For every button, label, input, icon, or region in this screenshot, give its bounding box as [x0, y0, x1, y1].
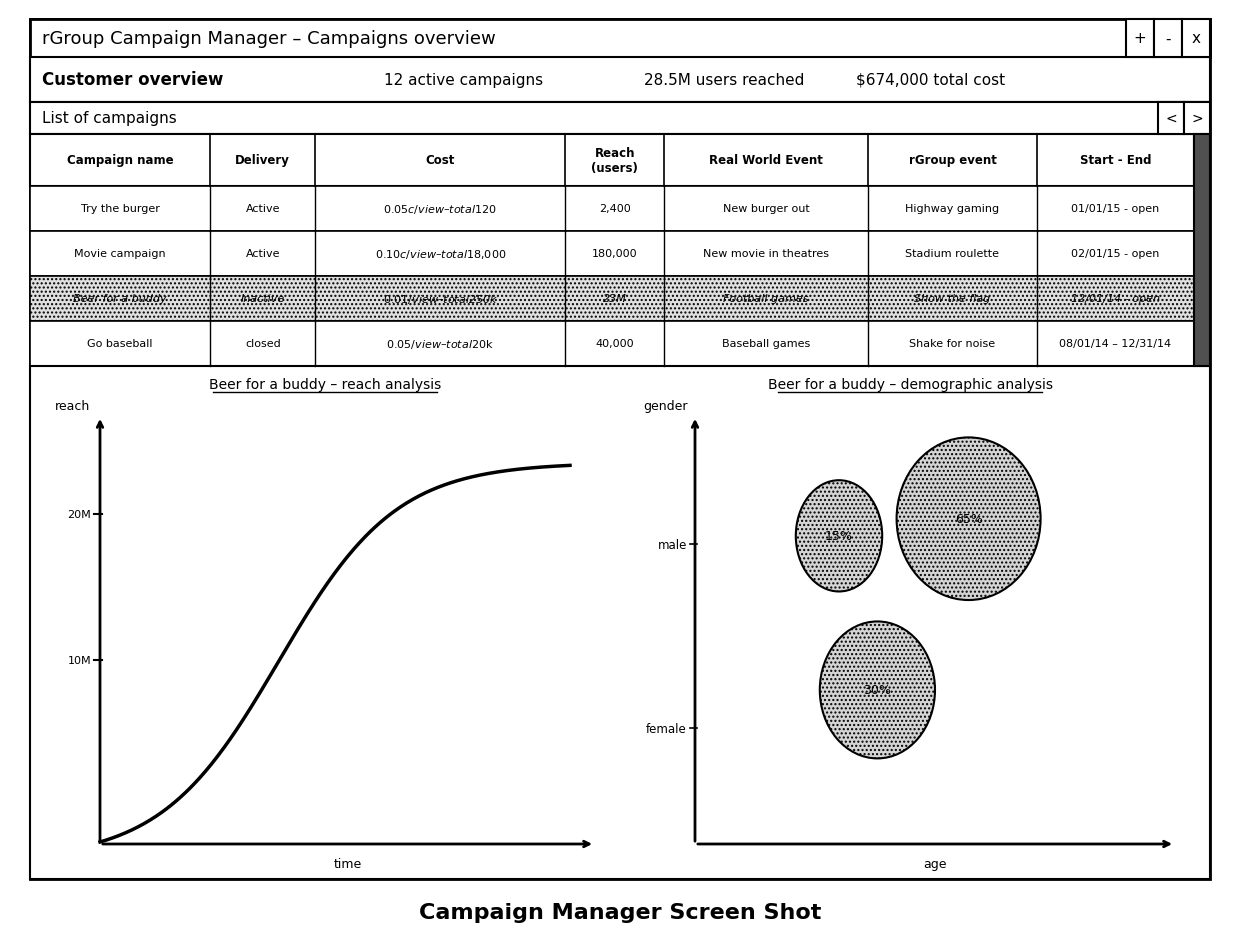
Text: 180,000: 180,000	[591, 249, 637, 260]
Bar	[30, 187, 1194, 232]
Text: Delivery: Delivery	[236, 154, 290, 167]
Text: $0.01/view – total $250k: $0.01/view – total $250k	[383, 293, 498, 306]
Text: New movie in theatres: New movie in theatres	[703, 249, 830, 260]
Text: $0.05/view – total $20k: $0.05/view – total $20k	[387, 338, 495, 350]
Text: 2,400: 2,400	[599, 204, 631, 214]
Text: gender: gender	[644, 400, 687, 413]
Text: Active: Active	[246, 204, 280, 214]
Text: closed: closed	[246, 339, 280, 349]
Text: $674,000 total cost: $674,000 total cost	[856, 73, 1006, 88]
Text: x: x	[1192, 31, 1200, 46]
Bar	[30, 20, 1210, 58]
Text: time: time	[334, 857, 362, 870]
Text: +: +	[1133, 31, 1146, 46]
Text: rGroup event: rGroup event	[909, 154, 997, 167]
Ellipse shape	[820, 622, 935, 759]
Text: Campaign name: Campaign name	[67, 154, 174, 167]
Text: Highway gaming: Highway gaming	[905, 204, 999, 214]
Text: Stadium roulette: Stadium roulette	[905, 249, 999, 260]
Text: Football games: Football games	[723, 295, 808, 304]
Ellipse shape	[796, 480, 882, 592]
Text: Beer for a buddy – reach analysis: Beer for a buddy – reach analysis	[208, 378, 441, 392]
Bar	[1184, 103, 1210, 135]
Text: 12/01/14 - open: 12/01/14 - open	[1071, 295, 1159, 304]
Bar	[1154, 20, 1182, 58]
Text: 10M: 10M	[67, 655, 91, 666]
Text: Try the burger: Try the burger	[81, 204, 160, 214]
Text: male: male	[657, 538, 687, 551]
Text: reach: reach	[55, 400, 91, 413]
Text: 02/01/15 - open: 02/01/15 - open	[1071, 249, 1159, 260]
Text: Baseball games: Baseball games	[722, 339, 811, 349]
Text: Active: Active	[246, 249, 280, 260]
Text: Beer for a buddy – demographic analysis: Beer for a buddy – demographic analysis	[768, 378, 1053, 392]
Bar	[30, 58, 1210, 103]
Text: 30%: 30%	[863, 683, 892, 697]
Text: -: -	[1166, 31, 1171, 46]
Bar	[30, 277, 1194, 322]
Text: female: female	[646, 722, 687, 735]
Text: rGroup Campaign Manager – Campaigns overview: rGroup Campaign Manager – Campaigns over…	[42, 30, 496, 48]
Text: 65%: 65%	[955, 513, 982, 526]
Text: Customer overview: Customer overview	[42, 72, 223, 90]
Text: Show the flag: Show the flag	[914, 295, 991, 304]
Text: Movie campaign: Movie campaign	[74, 249, 166, 260]
Text: 08/01/14 – 12/31/14: 08/01/14 – 12/31/14	[1059, 339, 1172, 349]
Text: $0.10c/view – total $18,000: $0.10c/view – total $18,000	[374, 247, 506, 261]
Text: 28.5M users reached: 28.5M users reached	[644, 73, 804, 88]
Text: 15%: 15%	[825, 530, 853, 543]
Bar	[30, 103, 1210, 135]
Text: Reach
(users): Reach (users)	[591, 147, 639, 175]
Text: Campaign Manager Screen Shot: Campaign Manager Screen Shot	[419, 902, 821, 922]
Text: Real World Event: Real World Event	[709, 154, 823, 167]
Text: <: <	[1166, 112, 1177, 126]
Text: 40,000: 40,000	[595, 339, 634, 349]
Text: Inactive: Inactive	[241, 295, 285, 304]
Text: Beer for a buddy: Beer for a buddy	[73, 295, 167, 304]
Text: 01/01/15 - open: 01/01/15 - open	[1071, 204, 1159, 214]
Text: List of campaigns: List of campaigns	[42, 111, 177, 126]
Bar	[1182, 20, 1210, 58]
Bar	[30, 135, 1194, 187]
Bar	[1158, 103, 1184, 135]
Bar	[30, 232, 1194, 277]
Bar	[30, 366, 1210, 879]
Text: Shake for noise: Shake for noise	[909, 339, 996, 349]
Text: 12 active campaigns: 12 active campaigns	[384, 73, 543, 88]
Bar	[1194, 135, 1210, 366]
Text: 20M: 20M	[67, 510, 91, 520]
Bar	[1126, 20, 1154, 58]
Text: New burger out: New burger out	[723, 204, 810, 214]
Text: Cost: Cost	[425, 154, 455, 167]
Text: age: age	[924, 857, 947, 870]
Text: Go baseball: Go baseball	[88, 339, 153, 349]
Text: Start - End: Start - End	[1080, 154, 1151, 167]
Text: $0.05c/view – total $120: $0.05c/view – total $120	[383, 203, 497, 216]
Text: 23M: 23M	[603, 295, 627, 304]
Bar	[30, 322, 1194, 366]
Ellipse shape	[897, 438, 1040, 600]
Text: >: >	[1192, 112, 1203, 126]
